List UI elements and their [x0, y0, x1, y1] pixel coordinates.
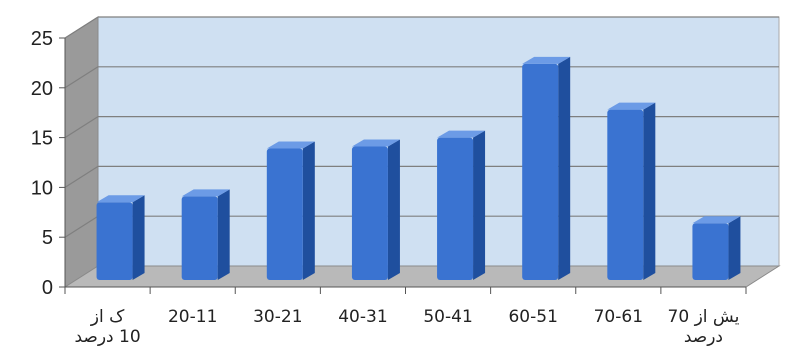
gridline-side [64, 16, 99, 39]
y-tick-label: 25 [31, 28, 53, 50]
gridline-side [64, 165, 99, 188]
y-tick-label: 20 [31, 78, 53, 100]
bar-side [132, 195, 145, 280]
bar [522, 63, 559, 281]
gridline-side [64, 116, 99, 139]
bar [351, 146, 388, 280]
bar-side [387, 139, 400, 280]
bar-top [96, 195, 145, 203]
bar [692, 223, 729, 280]
bar-top [266, 141, 315, 149]
x-tick-label: 10 درصد [74, 327, 140, 347]
bar-top [607, 102, 656, 110]
x-tick-label: 50-41 [423, 307, 472, 327]
bar [437, 137, 474, 280]
side-wall [64, 16, 99, 288]
x-tick-label: 20-11 [168, 307, 217, 327]
bar [266, 148, 303, 280]
x-tick-label: یش از 70 [668, 307, 740, 327]
bar-side [558, 56, 571, 281]
x-tick-label: 30-21 [253, 307, 302, 327]
bar-top [181, 189, 230, 197]
bar [607, 109, 644, 281]
gridline-side [64, 66, 99, 89]
x-tick-label: 60-51 [508, 307, 557, 327]
bar-top [351, 139, 400, 147]
y-tick-label: 0 [42, 277, 53, 299]
bar-side [302, 141, 315, 280]
gridline-side [64, 215, 99, 238]
x-tick-label: 70-61 [594, 307, 643, 327]
bar-side [217, 189, 230, 280]
bar-side [473, 130, 486, 280]
y-tick-label: 10 [31, 177, 53, 199]
y-tick-label: 15 [31, 128, 53, 150]
bar [181, 196, 218, 280]
x-tick-label: 40-31 [338, 307, 387, 327]
x-tick-label: ک از [90, 307, 125, 327]
bar-side [643, 102, 656, 281]
y-tick-label: 5 [42, 227, 53, 249]
x-tick-label: درصد [684, 327, 723, 347]
bar-side [728, 216, 741, 280]
bar [96, 202, 133, 280]
floor [63, 265, 781, 288]
bar-top [522, 56, 571, 64]
bar-top [692, 216, 741, 224]
bar-top [437, 130, 486, 138]
